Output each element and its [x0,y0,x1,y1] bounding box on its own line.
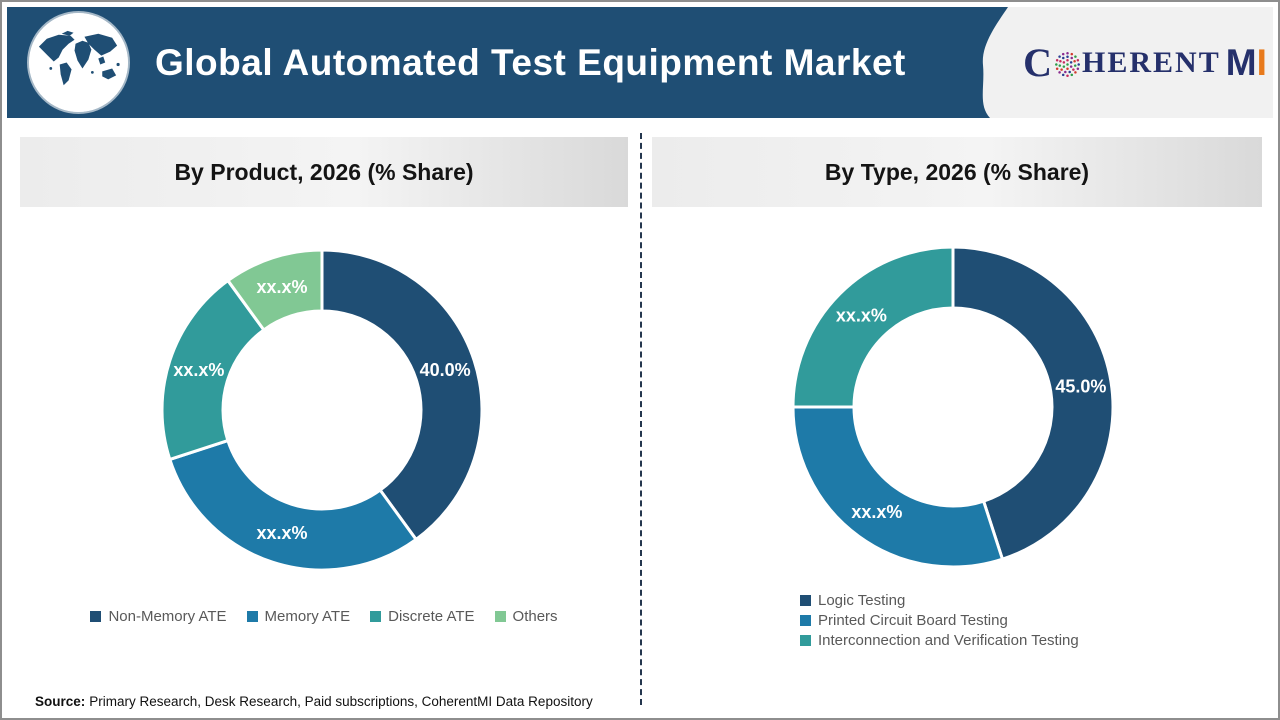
slice-label: 45.0% [1055,377,1106,397]
legend-item: Interconnection and Verification Testing [800,632,1079,649]
globe-dot [1058,71,1061,74]
globe-dot [1068,70,1071,74]
brand-letter-i: I [1256,41,1267,83]
globe-dot [1061,73,1065,77]
donut-chart-by-product: 40.0% xx.x% xx.x% xx.x% [160,248,484,572]
brand-letter-m: M [1225,41,1257,83]
globe-dot [1074,55,1077,58]
legend-swatch-icon [494,611,506,622]
slice-label: 40.0% [420,360,471,380]
legend-swatch-icon [800,635,811,646]
donut-segment-logic-testing [951,245,1115,561]
content-area: Global Automated Test Equipment Market C… [7,7,1273,713]
donut-segment-others [226,248,324,332]
slice-label: xx.x% [851,502,902,522]
panel-divider [640,133,642,705]
legend-item: Printed Circuit Board Testing [800,612,1079,629]
coherentmi-logo: C HERENT M I [1017,7,1273,118]
globe-dot [1064,70,1067,74]
donut-segment-non-memory-ate [320,248,484,541]
legend-label: Others [512,608,558,625]
header-brand-area [1029,7,1273,118]
globe-dot [1076,58,1080,62]
globe-dot [1055,58,1059,62]
globe-dot [1062,56,1065,60]
globe-dot [1061,52,1065,56]
donut-segment-printed-circuit-board-testing [791,405,1004,569]
globe-dot [1066,55,1069,58]
globe-dot [1066,59,1069,62]
globe-dot [1059,60,1062,63]
legend-item: Memory ATE [246,608,351,625]
globe-dot [1066,74,1069,77]
brand-letters-herent: HERENT [1082,45,1221,79]
globe-dot [1077,63,1080,66]
source-text: Primary Research, Desk Research, Paid su… [89,694,593,709]
globe-dot [1062,65,1066,68]
legend-label: Discrete ATE [388,608,475,625]
brand-globe-icon [1055,52,1080,77]
globe-dot [1070,52,1074,56]
legend-swatch-icon [800,595,811,606]
legend-item: Non-Memory ATE [90,608,227,625]
globe-dot [1062,61,1066,64]
globe-dot [1058,64,1062,67]
legend-swatch-icon [90,611,102,622]
globe-dot [1066,63,1069,66]
legend-item: Logic Testing [800,592,1079,609]
slice-label: xx.x% [836,305,887,325]
legend-label: Memory ATE [264,608,351,625]
globe-dot [1060,68,1063,71]
brand-letter-c: C [1023,40,1053,85]
slice-label: xx.x% [173,360,224,380]
world-map-logo [29,13,128,112]
globe-dot [1055,63,1058,66]
globe-dot [1074,71,1077,74]
panel-title-by-product: By Product, 2026 (% Share) [20,137,628,207]
legend-swatch-icon [800,615,811,626]
page-title: Global Automated Test Equipment Market [155,41,906,83]
donut-segment-interconnection-and-verification-testing [791,245,955,409]
globe-dot [1074,64,1077,67]
legend-by-type: Logic Testing Printed Circuit Board Testi… [800,592,1079,649]
legend-label: Interconnection and Verification Testing [818,632,1079,649]
globe-dot [1069,61,1073,64]
globe-dot [1070,56,1074,60]
globe-dot [1058,55,1061,58]
legend-label: Printed Circuit Board Testing [818,612,1008,629]
source-label: Source: [35,694,86,709]
slice-label: xx.x% [256,523,307,543]
slice-label: xx.x% [256,277,307,297]
donut-segment-memory-ate [168,439,418,572]
source-note: Source: Primary Research, Desk Research, … [35,694,593,709]
legend-item: Discrete ATE [370,608,475,625]
donut-chart-by-type: 45.0% xx.x% xx.x% [791,245,1115,569]
legend-by-product: Non-Memory ATE Memory ATE Discrete ATE Othe… [20,608,628,625]
globe-dot [1066,67,1069,70]
header-curve-shape [982,7,1030,118]
globe-dot [1069,65,1073,68]
globe-dot [1066,52,1069,55]
globe-dot [1070,73,1074,77]
globe-dot [1076,67,1080,71]
legend-label: Non-Memory ATE [108,608,227,625]
world-map-icon [29,13,128,112]
legend-label: Logic Testing [818,592,906,609]
legend-item: Others [494,608,558,625]
legend-swatch-icon [246,611,258,622]
panel-title-by-type: By Type, 2026 (% Share) [652,137,1262,207]
legend-swatch-icon [370,611,382,622]
globe-dot [1073,60,1076,63]
globe-dot [1055,67,1059,71]
globe-dot [1072,68,1075,71]
